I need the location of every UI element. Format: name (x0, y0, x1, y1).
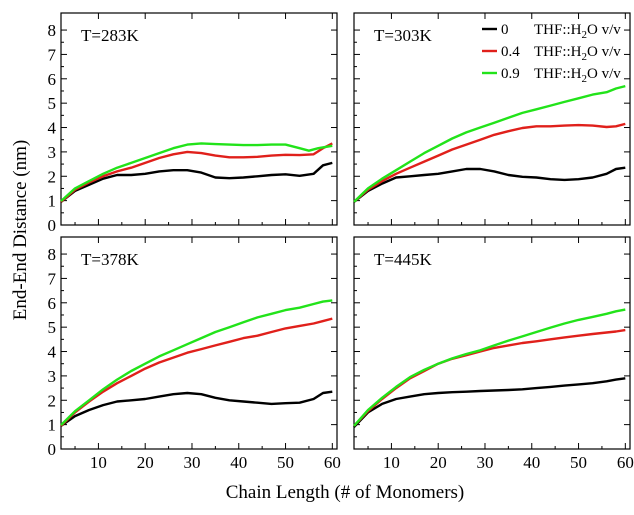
y-tick-label: 6 (48, 70, 57, 89)
panel-label: T=378K (81, 250, 139, 269)
panel-label: T=303K (374, 26, 432, 45)
y-tick-label: 1 (48, 192, 57, 211)
series-line-1 (353, 328, 626, 427)
y-axis-title: End-End Distance (nm) (10, 140, 31, 320)
y-tick-label: 3 (48, 143, 57, 162)
series-line-2 (60, 299, 333, 426)
panel-3: 10 20 30 40 50 60 T=445K (353, 236, 634, 472)
y-tick-label: 3 (48, 367, 57, 386)
x-tick-label: 50 (277, 453, 294, 472)
y-tick-label: 5 (48, 318, 57, 337)
x-tick-label: 40 (523, 453, 540, 472)
x-axis-title: Chain Length (# of Monomers) (226, 482, 465, 503)
y-tick-label: 8 (48, 245, 57, 264)
legend-value-0: 0 (501, 22, 509, 38)
legend-label-0: THF::H2O v/v (534, 22, 621, 41)
panel-label: T=445K (374, 250, 432, 269)
series-line-0 (60, 161, 333, 203)
x-tick-label: 20 (430, 453, 447, 472)
series-line-0 (60, 390, 333, 427)
panel-2: 0 1 2 3 4 5 6 7 8 10 20 30 40 50 60 T=378K (48, 236, 341, 472)
legend-value-1: 0.4 (501, 44, 520, 60)
y-tick-label: 7 (48, 45, 57, 64)
panel-frame (60, 236, 338, 450)
series-line-2 (353, 308, 626, 427)
panel-frame (60, 12, 338, 226)
series-line-0 (353, 377, 626, 428)
x-tick-label: 30 (183, 453, 200, 472)
legend: 0 THF::H2O v/v0.4 THF::H2O v/v0.9 THF::H2O … (482, 22, 621, 85)
x-tick-label: 10 (90, 453, 107, 472)
panels: 0 1 2 3 4 5 6 7 8 T=283K T=303K 0 1 2 3 4 5 6 7 8 10 20 30 40 50… (48, 12, 634, 472)
x-tick-label: 10 (383, 453, 400, 472)
y-tick-label: 2 (48, 167, 57, 186)
x-tick-label: 40 (230, 453, 247, 472)
y-tick-label: 4 (48, 119, 57, 138)
x-tick-label: 60 (324, 453, 341, 472)
x-tick-label: 20 (137, 453, 154, 472)
panel-1: T=303K (353, 12, 631, 226)
y-tick-label: 8 (48, 21, 57, 40)
y-tick-label: 1 (48, 416, 57, 435)
panel-0: 0 1 2 3 4 5 6 7 8 T=283K (48, 12, 338, 235)
y-tick-label: 0 (48, 440, 57, 459)
panel-frame (353, 12, 631, 226)
x-tick-label: 30 (476, 453, 493, 472)
series-line-0 (353, 166, 626, 203)
y-tick-label: 4 (48, 343, 57, 362)
panel-frame (353, 236, 631, 450)
x-tick-label: 50 (570, 453, 587, 472)
legend-value-2: 0.9 (501, 66, 520, 82)
y-tick-label: 0 (48, 216, 57, 235)
y-tick-label: 7 (48, 269, 57, 288)
x-tick-label: 60 (617, 453, 634, 472)
series-line-2 (353, 84, 626, 203)
y-tick-label: 5 (48, 94, 57, 113)
series-line-2 (60, 142, 333, 202)
series-line-1 (353, 122, 626, 203)
y-tick-label: 6 (48, 294, 57, 313)
legend-label-2: THF::H2O v/v (534, 66, 621, 85)
series-line-1 (60, 317, 333, 427)
y-tick-label: 2 (48, 391, 57, 410)
series-line-1 (60, 142, 333, 203)
panel-label: T=283K (81, 26, 139, 45)
legend-label-1: THF::H2O v/v (534, 44, 621, 63)
